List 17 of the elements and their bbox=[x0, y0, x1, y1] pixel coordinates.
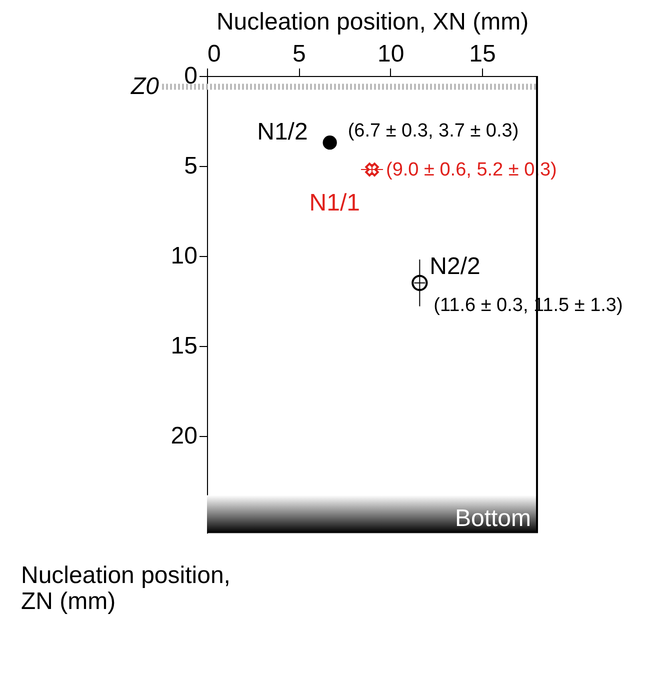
x-tick-label: 5 bbox=[292, 40, 306, 68]
y-tick-label: 0 bbox=[184, 62, 198, 90]
x-tick-label: 10 bbox=[377, 40, 404, 68]
annotation: (6.7 ± 0.3, 3.7 ± 0.3) bbox=[348, 120, 519, 142]
series-label: N1/1 bbox=[309, 190, 360, 217]
y-tick-label: 20 bbox=[170, 422, 198, 450]
x-axis-title: Nucleation position, XN (mm) bbox=[216, 8, 529, 36]
ref-line-label: Z0 bbox=[130, 72, 160, 100]
y-axis-title: Nucleation position, ZN (mm) bbox=[20, 562, 230, 615]
x-tick-label: 0 bbox=[208, 40, 221, 68]
band-label: Bottom bbox=[454, 505, 531, 532]
y-tick-label: 15 bbox=[170, 332, 198, 360]
y-tick-label: 5 bbox=[184, 152, 198, 180]
series-label: N1/2 bbox=[257, 118, 308, 146]
x-tick-label: 15 bbox=[469, 40, 496, 68]
series-label: N2/2 bbox=[430, 252, 480, 280]
y-tick-label: 10 bbox=[170, 242, 198, 270]
